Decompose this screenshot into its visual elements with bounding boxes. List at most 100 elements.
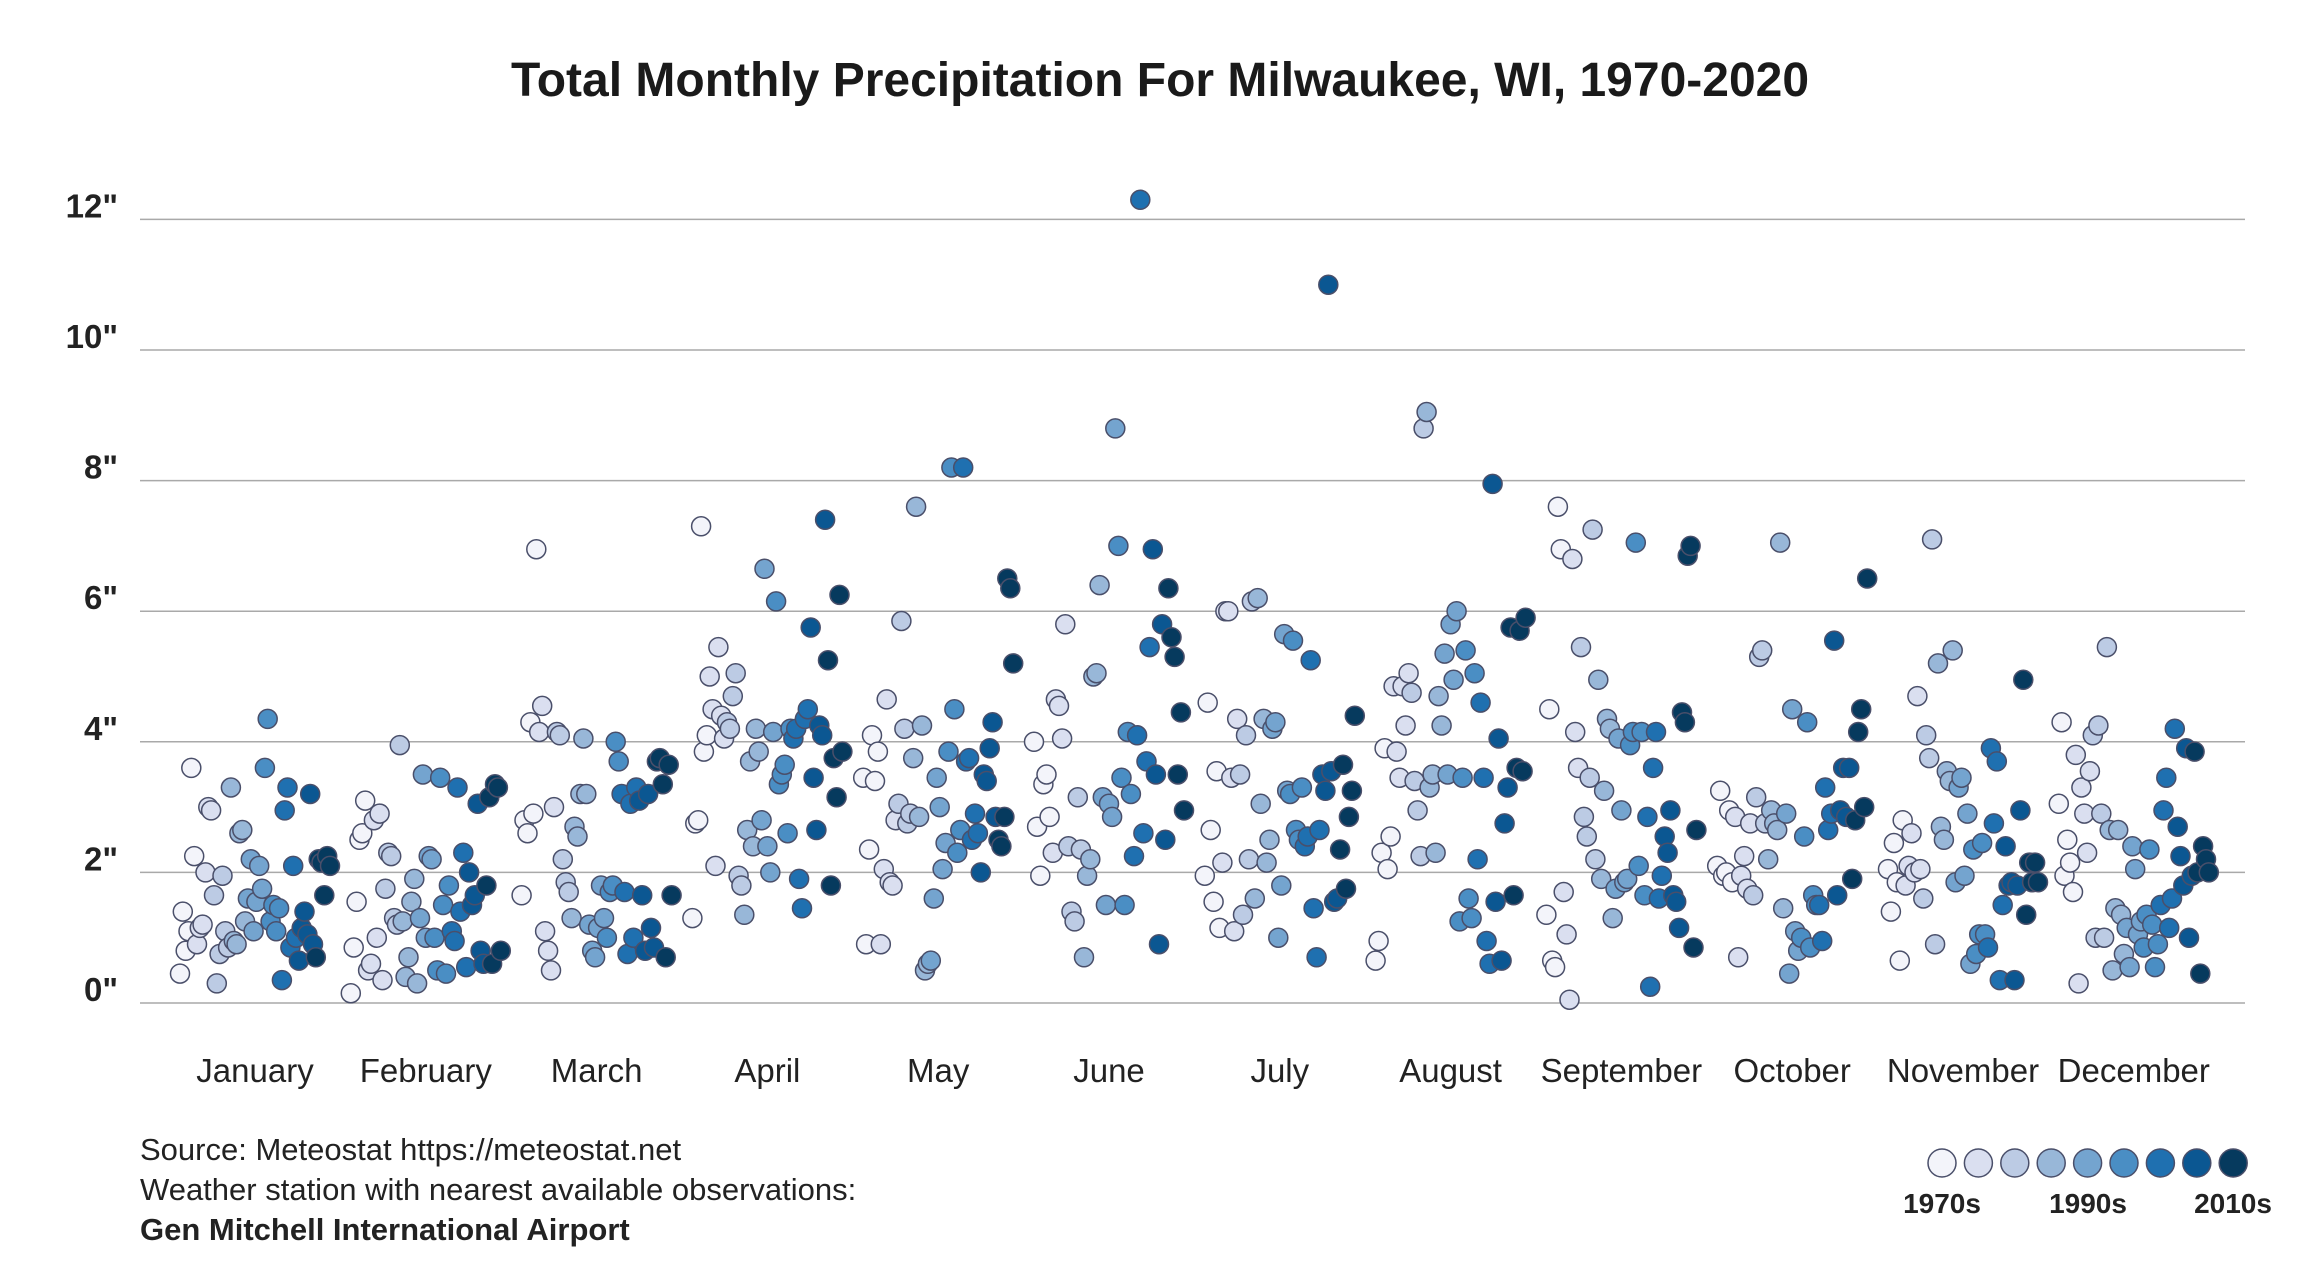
y-tick-label: 2" — [84, 840, 118, 877]
legend-swatch — [2000, 1148, 2030, 1178]
month-label: September — [1541, 1052, 1702, 1089]
data-point — [534, 920, 556, 942]
data-point — [531, 695, 553, 717]
data-point — [1167, 764, 1189, 785]
data-point — [1173, 800, 1195, 821]
data-point — [1300, 649, 1321, 671]
data-point — [1265, 711, 1286, 733]
data-point — [661, 885, 682, 906]
data-point — [2144, 956, 2166, 978]
data-point — [1494, 813, 1515, 834]
data-point — [203, 885, 225, 906]
data-point — [640, 917, 662, 939]
data-point — [248, 855, 270, 877]
data-point — [1971, 832, 1993, 854]
data-point — [1564, 721, 1586, 743]
data-point — [2004, 969, 2025, 991]
data-point — [690, 516, 712, 537]
data-point — [858, 839, 880, 860]
data-point — [731, 875, 752, 896]
data-point — [2170, 845, 2191, 867]
data-point — [1218, 600, 1239, 622]
data-point — [2015, 904, 2037, 926]
data-point — [1155, 829, 1176, 851]
data-point — [1880, 901, 1902, 922]
data-point — [1365, 950, 1386, 971]
data-point — [1826, 885, 1848, 906]
data-point — [552, 849, 574, 870]
data-point — [1212, 852, 1233, 873]
data-point — [584, 947, 606, 968]
data-point — [265, 920, 287, 942]
data-point — [2065, 744, 2087, 766]
data-point — [1247, 587, 1268, 609]
data-point — [1244, 888, 1266, 909]
data-point — [1757, 849, 1779, 870]
data-point — [979, 738, 1000, 759]
data-point — [1368, 930, 1389, 952]
data-point — [1808, 894, 1830, 916]
data-point — [340, 982, 362, 1004]
data-point — [994, 806, 1015, 828]
data-point — [1616, 868, 1638, 890]
data-point — [1977, 937, 1999, 958]
data-point — [1229, 764, 1251, 785]
data-point — [944, 698, 965, 720]
legend-swatches — [1927, 1148, 2248, 1178]
data-point — [760, 862, 781, 883]
data-point — [1814, 777, 1836, 798]
data-point — [172, 901, 194, 922]
data-point — [1101, 806, 1123, 828]
data-point — [1452, 767, 1473, 788]
data-point — [976, 770, 997, 792]
data-point — [401, 891, 422, 913]
data-point — [314, 885, 335, 906]
data-point — [412, 764, 434, 785]
data-point — [1428, 685, 1449, 707]
data-point — [1114, 894, 1135, 916]
legend-label-2010s: 2010s — [2194, 1188, 2272, 1219]
data-point — [1847, 721, 1869, 743]
data-point — [1883, 832, 1905, 854]
data-point — [920, 950, 942, 971]
data-point — [2027, 871, 2049, 893]
data-point — [1161, 627, 1182, 648]
data-point — [561, 907, 582, 929]
month-label: April — [734, 1052, 800, 1089]
data-point — [1683, 937, 1704, 958]
data-point — [354, 790, 376, 811]
data-point — [282, 855, 304, 877]
data-point — [864, 770, 886, 792]
data-point — [1036, 764, 1057, 785]
data-point — [719, 718, 741, 739]
data-point — [2139, 839, 2160, 860]
data-point — [406, 973, 428, 994]
data-point — [687, 809, 709, 831]
data-point — [1585, 849, 1606, 870]
data-point — [369, 803, 390, 824]
data-point — [360, 953, 382, 975]
data-point — [777, 822, 798, 844]
data-point — [398, 947, 419, 968]
data-point — [299, 783, 321, 805]
data-point — [1590, 868, 1612, 890]
legend-swatch — [2145, 1148, 2176, 1178]
data-point — [2107, 819, 2129, 841]
data-point — [1407, 800, 1428, 821]
data-point — [2076, 842, 2098, 864]
data-point — [1401, 682, 1422, 704]
data-point — [1850, 698, 1872, 720]
data-point — [409, 907, 431, 929]
data-point — [1992, 894, 2013, 916]
data-point — [1907, 685, 1928, 707]
data-point — [1942, 640, 1963, 661]
data-point — [251, 878, 273, 899]
data-point — [1910, 858, 1931, 880]
data-point — [970, 862, 992, 883]
data-point — [392, 911, 413, 932]
data-point — [1488, 728, 1509, 749]
data-point — [1915, 725, 1937, 746]
data-point — [1111, 767, 1132, 788]
data-point — [212, 865, 233, 886]
data-point — [528, 721, 550, 743]
